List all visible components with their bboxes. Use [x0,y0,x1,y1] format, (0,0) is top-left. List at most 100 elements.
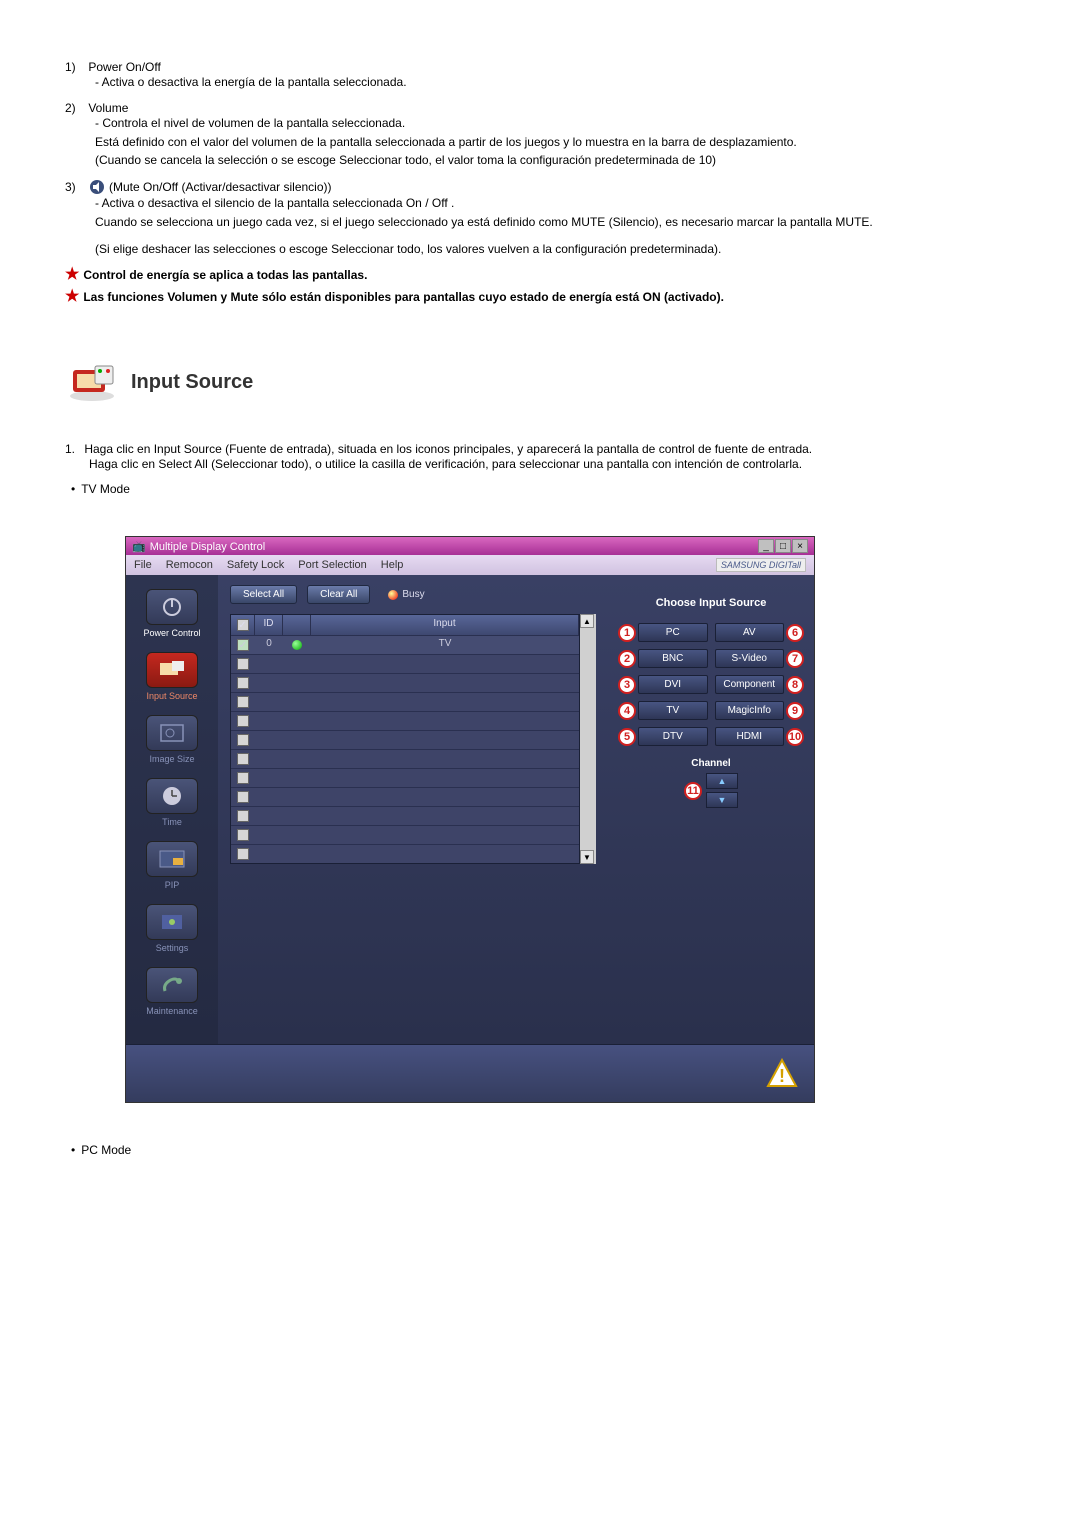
row-checkbox[interactable] [237,848,249,860]
sidebar-item-input-source[interactable]: Input Source [130,652,214,701]
source-button-bnc[interactable]: BNC [638,649,708,668]
table-row[interactable] [231,825,579,844]
table-row[interactable] [231,673,579,692]
menu-safety-lock[interactable]: Safety Lock [227,559,284,571]
maximize-button[interactable]: □ [775,539,791,553]
brand-logo: SAMSUNG DIGITall [716,558,806,572]
header-checkbox[interactable]: ✓ [237,619,249,631]
star-icon: ★ [65,268,79,282]
table-row[interactable] [231,730,579,749]
sidebar-item-image-size[interactable]: Image Size [130,715,214,764]
scroll-up-icon[interactable]: ▲ [580,614,594,628]
table-row[interactable] [231,787,579,806]
table-row[interactable] [231,692,579,711]
display-table: ✓ ID Input ✓ 0 TV [230,614,580,864]
row-status-icon [292,640,302,650]
table-scrollbar[interactable]: ▲ ▼ [580,614,596,864]
select-all-button[interactable]: Select All [230,585,297,604]
table-row[interactable]: ✓ 0 TV [231,635,579,654]
source-button-av[interactable]: AV [715,623,785,642]
sidebar-item-pip[interactable]: PIP [130,841,214,890]
source-badge: 4 [618,702,636,720]
choose-input-source-panel: Choose Input Source 1PC6AV2BNC7S-Video3D… [608,575,814,1044]
menu-help[interactable]: Help [381,559,404,571]
source-button-dtv[interactable]: DTV [638,727,708,746]
minimize-button[interactable]: _ [758,539,774,553]
source-badge: 8 [786,676,804,694]
table-row[interactable] [231,654,579,673]
star-note-1: Control de energía se aplica a todas las… [83,268,895,282]
row-checkbox[interactable] [237,715,249,727]
bullet-dot: • [71,482,75,496]
mute-icon [89,179,105,195]
channel-up-button[interactable]: ▲ [706,773,738,789]
star-icon: ★ [65,290,79,304]
source-button-pc[interactable]: PC [638,623,708,642]
item3-title: (Mute On/Off (Activar/desactivar silenci… [109,180,332,194]
source-button-component[interactable]: Component [715,675,785,694]
close-button[interactable]: × [792,539,808,553]
table-row[interactable] [231,749,579,768]
item1-line1: - Activa o desactiva la energía de la pa… [95,74,895,91]
item3-num: 3) [65,180,85,194]
status-bar: ! [126,1044,814,1102]
item2-line2: Está definido con el valor del volumen d… [95,134,895,151]
source-button-s-video[interactable]: S-Video [715,649,785,668]
table-row[interactable] [231,844,579,863]
sidebar-item-power-control[interactable]: Power Control [130,589,214,638]
sidebar-item-time[interactable]: Time [130,778,214,827]
section-title: Input Source [131,371,253,394]
source-button-dvi[interactable]: DVI [638,675,708,694]
item1-title: Power On/Off [88,60,160,74]
item3-line2: Cuando se selecciona un juego cada vez, … [95,214,895,231]
source-badge: 9 [786,702,804,720]
intro-line1: Haga clic en Input Source (Fuente de ent… [84,442,812,456]
row-checkbox[interactable] [237,677,249,689]
item2-line1: - Controla el nivel de volumen de la pan… [95,115,895,132]
row-checkbox[interactable] [237,658,249,670]
source-badge: 10 [786,728,804,746]
item2-num: 2) [65,101,85,115]
channel-label: Channel [618,758,804,769]
titlebar: 📺Multiple Display Control _ □ × [126,537,814,555]
table-row[interactable] [231,711,579,730]
svg-text:!: ! [779,1066,785,1086]
row-checkbox[interactable]: ✓ [237,639,249,651]
row-checkbox[interactable] [237,772,249,784]
row-id: 0 [255,636,283,654]
menu-port-selection[interactable]: Port Selection [298,559,366,571]
item3-line3: (Si elige deshacer las selecciones o esc… [95,241,895,258]
th-input: Input [311,615,579,635]
row-checkbox[interactable] [237,791,249,803]
busy-indicator-icon [388,590,398,600]
row-checkbox[interactable] [237,753,249,765]
source-badge: 1 [618,624,636,642]
th-id: ID [255,615,283,635]
source-button-magicinfo[interactable]: MagicInfo [715,701,785,720]
source-badge: 5 [618,728,636,746]
channel-down-button[interactable]: ▼ [706,792,738,808]
scroll-down-icon[interactable]: ▼ [580,850,594,864]
sidebar: Power Control Input Source Image Size Ti… [126,575,218,1044]
clear-all-button[interactable]: Clear All [307,585,370,604]
intro-line2: Haga clic en Select All (Seleccionar tod… [89,457,802,471]
source-badge: 7 [786,650,804,668]
row-checkbox[interactable] [237,810,249,822]
row-checkbox[interactable] [237,829,249,841]
window-title: 📺Multiple Display Control [132,540,265,553]
panel-title: Choose Input Source [618,597,804,609]
source-badge: 3 [618,676,636,694]
menu-remocon[interactable]: Remocon [166,559,213,571]
source-badge: 6 [786,624,804,642]
source-button-hdmi[interactable]: HDMI [715,727,785,746]
source-badge: 2 [618,650,636,668]
source-button-tv[interactable]: TV [638,701,708,720]
row-checkbox[interactable] [237,734,249,746]
tv-mode-label: TV Mode [81,482,130,496]
menu-file[interactable]: File [134,559,152,571]
sidebar-item-maintenance[interactable]: Maintenance [130,967,214,1016]
row-checkbox[interactable] [237,696,249,708]
table-row[interactable] [231,806,579,825]
sidebar-item-settings[interactable]: Settings [130,904,214,953]
table-row[interactable] [231,768,579,787]
